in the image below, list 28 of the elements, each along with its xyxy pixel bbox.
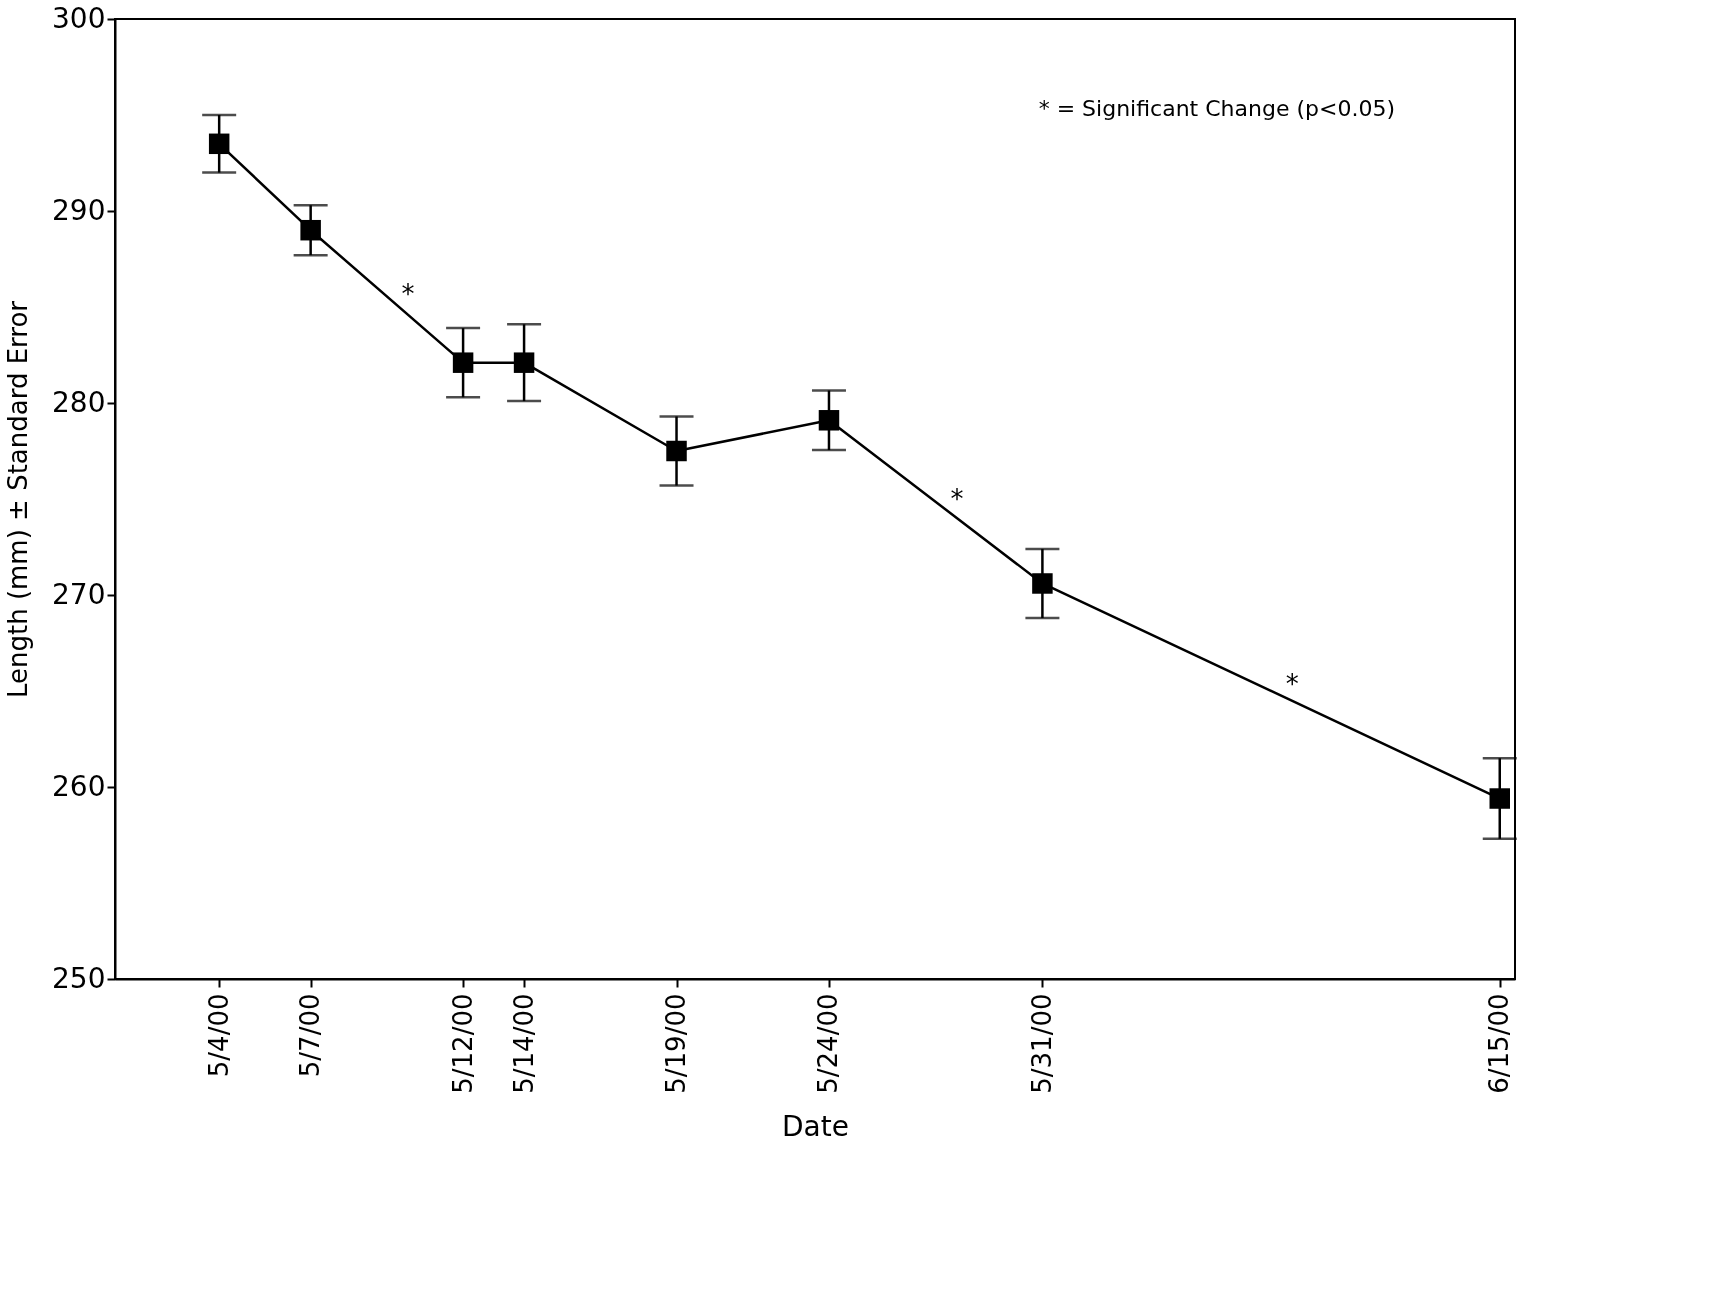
x-tick-label: 5/19/00 [661, 993, 692, 1094]
point [300, 219, 321, 241]
x-tick-label: 5/24/00 [813, 993, 844, 1094]
x-tick-label: 5/7/00 [295, 993, 326, 1078]
point [1489, 788, 1510, 809]
y-tick-label: 270 [52, 577, 106, 611]
annotation: * [950, 484, 964, 515]
y-tick-label: 300 [52, 1, 106, 35]
annotation: * = Significant Change (p<0.05) [1038, 96, 1395, 121]
annotation: * [1285, 668, 1299, 699]
x-tick-label: 5/31/00 [1026, 993, 1057, 1094]
x-tick-label: 5/14/00 [508, 993, 539, 1094]
point [666, 440, 687, 462]
y-tick-label: 260 [52, 769, 106, 803]
point [208, 133, 230, 155]
point [818, 410, 840, 431]
annotation: * [401, 278, 415, 309]
point [452, 352, 474, 373]
y-tick-label: 290 [52, 193, 106, 227]
point [513, 352, 535, 373]
point [1032, 573, 1053, 594]
x-axis-title: Date [782, 1109, 849, 1143]
x-tick-label: 5/12/00 [447, 993, 478, 1094]
y-axis-title: Length (mm) ± Standard Error [3, 300, 34, 699]
y-tick-label: 280 [52, 385, 106, 419]
y-tick-label: 250 [52, 961, 106, 995]
x-tick-label: 6/15/00 [1484, 993, 1515, 1094]
x-tick-label: 5/4/00 [203, 993, 234, 1078]
